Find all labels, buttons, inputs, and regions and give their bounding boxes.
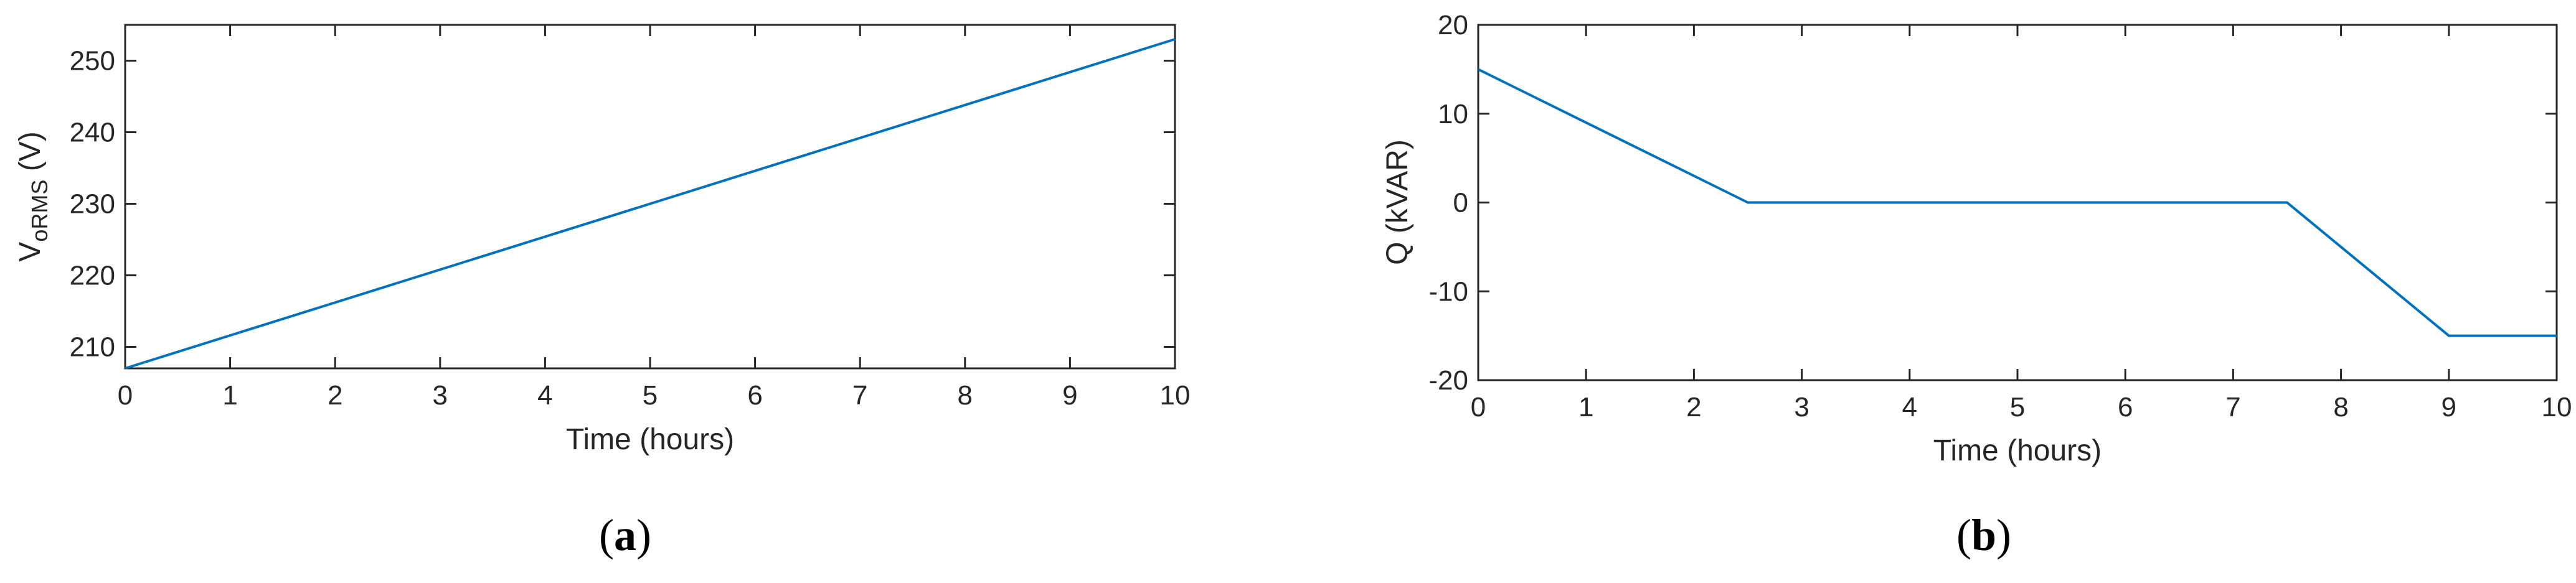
- panel-label-letter: b: [1971, 510, 1996, 560]
- y-tick-label: 240: [70, 118, 115, 148]
- panel-label-letter: a: [614, 510, 636, 560]
- x-tick-label: 3: [1794, 392, 1809, 422]
- plot-area-frame: [124, 24, 1176, 370]
- panel-label-open: (: [599, 510, 614, 560]
- panel-label-close: ): [636, 510, 651, 560]
- panel-label-open: (: [1956, 510, 1971, 560]
- y-axis-label: Q (kVAR): [1381, 139, 1414, 265]
- y-tick-label: -10: [1428, 276, 1468, 307]
- series-line: [125, 38, 1176, 370]
- series-group: [1478, 68, 2557, 337]
- y-tick-label: 0: [1453, 188, 1468, 218]
- chart-panel-b: 0 1 2 3 4 5 6 7 8 9 10 -20 -10 0 10 20 Time (hours) Q …: [1381, 10, 2572, 560]
- y-axis-label-subscript: oRMS: [27, 180, 52, 242]
- x-tick-label: 0: [118, 380, 133, 411]
- x-tick-label: 10: [1160, 380, 1191, 411]
- y-tick-label: 10: [1438, 99, 1468, 129]
- y-axis-ticks: -20 -10 0 10 20: [1428, 10, 2557, 396]
- x-tick-label: 3: [433, 380, 448, 411]
- x-tick-label: 5: [2010, 392, 2025, 422]
- x-tick-label: 1: [1578, 392, 1593, 422]
- x-axis-label: Time (hours): [566, 423, 734, 456]
- x-tick-label: 2: [1686, 392, 1701, 422]
- x-tick-label: 4: [537, 380, 552, 411]
- x-tick-label: 8: [958, 380, 973, 411]
- x-tick-label: 2: [328, 380, 342, 411]
- x-tick-label: 1: [222, 380, 237, 411]
- x-tick-label: 4: [1902, 392, 1917, 422]
- chart-panel-a: 0 1 2 3 4 5 6 7 8 9 10 210 220 230 240 250 Time (hours…: [14, 24, 1191, 560]
- panel-label-close: ): [1996, 510, 2011, 560]
- y-tick-label: -20: [1428, 365, 1468, 396]
- y-tick-label: 20: [1438, 10, 1468, 40]
- x-axis-ticks: 0 1 2 3 4 5 6 7 8 9 10: [118, 25, 1191, 411]
- x-tick-label: 9: [1062, 380, 1077, 411]
- x-tick-label: 6: [747, 380, 762, 411]
- x-tick-label: 7: [2225, 392, 2240, 422]
- x-tick-label: 8: [2333, 392, 2348, 422]
- x-tick-label: 6: [2118, 392, 2133, 422]
- panel-label: (b): [1956, 510, 2011, 560]
- x-tick-label: 7: [852, 380, 867, 411]
- y-tick-label: 230: [70, 189, 115, 220]
- x-tick-label: 0: [1471, 392, 1486, 422]
- series-line: [1478, 68, 2557, 337]
- y-tick-label: 210: [70, 332, 115, 363]
- x-axis-label: Time (hours): [1933, 434, 2102, 467]
- series-group: [125, 38, 1176, 370]
- x-tick-label: 9: [2442, 392, 2456, 422]
- y-axis-ticks: 210 220 230 240 250: [70, 46, 1175, 363]
- y-tick-label: 220: [70, 261, 115, 291]
- y-axis-label: VoRMS (V): [14, 131, 52, 261]
- y-axis-label-unit: (V): [14, 131, 47, 179]
- panel-label: (a): [599, 510, 651, 560]
- y-tick-label: 250: [70, 46, 115, 77]
- x-tick-label: 5: [643, 380, 658, 411]
- x-tick-label: 10: [2542, 392, 2572, 422]
- x-axis-ticks: 0 1 2 3 4 5 6 7 8 9 10: [1471, 25, 2572, 422]
- y-axis-label-main: V: [14, 242, 47, 262]
